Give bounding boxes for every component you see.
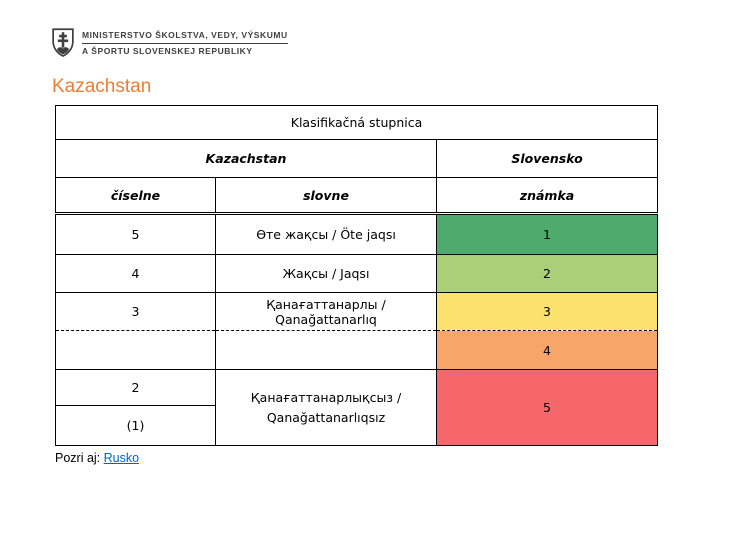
cell-ciselne-empty: [55, 330, 216, 370]
cell-slovne: Қанағаттанарлы / Qanağattanarlıq: [215, 292, 437, 331]
cell-ciselne: 3: [55, 292, 216, 331]
cell-znamka-2: 2: [435, 254, 659, 293]
page-title: Kazachstan: [52, 76, 152, 97]
see-also-footer: Pozri aj: Rusko: [55, 451, 139, 465]
table-row-grade-2: 4 Жақсы / Jaqsı 2: [55, 254, 659, 293]
table-row-grade-5a: 2 Қанағаттанарлықсыз / Qanağattanarlıqsı…: [55, 369, 659, 446]
cell-ciselne: 5: [55, 213, 216, 255]
group-header-slovensko: Slovensko: [435, 139, 659, 178]
cell-znamka-3: 3: [435, 292, 659, 331]
table-title-row: Klasifikačná stupnica: [54, 105, 659, 140]
cell-znamka-1: 1: [435, 213, 659, 255]
table-row-grade-3: 3 Қанағаттанарлы / Qanağattanarlıq 3: [55, 292, 659, 331]
cell-slovne: Жақсы / Jaqsı: [215, 254, 437, 293]
column-header-znamka: známka: [435, 177, 659, 215]
cell-znamka-4: 4: [435, 330, 659, 370]
table-row-grade-5b: (1): [55, 405, 658, 446]
ministry-header: MINISTERSTVO ŠKOLSTVA, VEDY, VÝSKUMU A Š…: [51, 26, 288, 62]
table-row-grade-4: 4: [55, 330, 659, 370]
ministry-name-line2: A ŠPORTU SLOVENSKEJ REPUBLIKY: [82, 46, 253, 57]
cell-ciselne: 4: [55, 254, 216, 293]
column-header-slovne: slovne: [215, 177, 437, 215]
ministry-name-line1: MINISTERSTVO ŠKOLSTVA, VEDY, VÝSKUMU: [82, 29, 288, 45]
table-row-grade-1: 5 Өте жақсы / Öte jaqsı 1: [55, 213, 659, 255]
table-title: Klasifikačná stupnica: [54, 105, 659, 140]
ministry-name: MINISTERSTVO ŠKOLSTVA, VEDY, VÝSKUMU A Š…: [82, 26, 288, 58]
cell-slovne: Өте жақсы / Öte jaqsı: [215, 213, 437, 255]
column-header-ciselne: číselne: [55, 177, 216, 215]
classification-scale-table: Klasifikačná stupnica Kazachstan Slovens…: [54, 105, 659, 446]
slovak-coat-of-arms-icon: [51, 27, 75, 62]
cell-znamka-5: 5: [435, 369, 659, 446]
cell-slovne-merged: Қанағаттанарлықсыз / Qanağattanarlıqsız: [215, 369, 437, 446]
cell-ciselne: 2: [55, 369, 216, 406]
cell-ciselne-alt: (1): [55, 405, 216, 446]
group-header-kazachstan: Kazachstan: [55, 139, 437, 178]
rusko-link[interactable]: Rusko: [103, 451, 140, 465]
table-column-header-row: číselne slovne známka: [55, 177, 659, 215]
see-also-label: Pozri aj:: [55, 451, 101, 465]
table-group-header-row: Kazachstan Slovensko: [55, 139, 659, 178]
cell-slovne-empty: [215, 330, 437, 370]
